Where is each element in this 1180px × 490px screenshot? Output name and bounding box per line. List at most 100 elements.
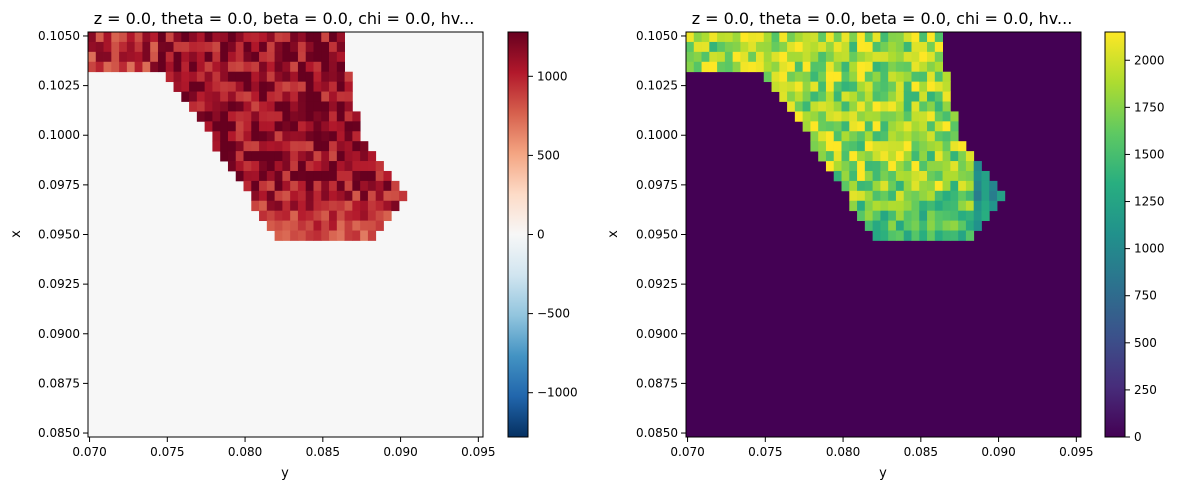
x-tick-label: 0.095 [461, 445, 495, 459]
heatmap-cell [693, 51, 702, 63]
heatmap-cell [321, 151, 330, 162]
heatmap-cell [841, 51, 850, 63]
heatmap-cell [864, 41, 874, 53]
heatmap-cell [321, 200, 330, 212]
heatmap-cell [849, 91, 858, 102]
colorbar-tick-label: 750 [1134, 289, 1157, 303]
heatmap-cell [779, 81, 788, 92]
heatmap-cell [227, 131, 237, 142]
heatmap-cell [857, 101, 866, 112]
heatmap-2 [686, 32, 1081, 437]
heatmap-cell [336, 131, 345, 142]
heatmap-cell [375, 170, 384, 182]
heatmap-cell [825, 51, 835, 63]
heatmap-cell [103, 41, 112, 53]
heatmap-cell [740, 61, 749, 73]
heatmap-cell [880, 230, 889, 241]
heatmap-cell [259, 180, 268, 192]
heatmap-cell [196, 71, 206, 83]
y-tick-label: 0.1025 [38, 79, 80, 93]
heatmap-cell [950, 141, 959, 152]
heatmap-cell [934, 170, 943, 182]
heatmap-cell [119, 51, 128, 63]
heatmap-cell [282, 41, 291, 53]
heatmap-cell [911, 101, 920, 112]
heatmap-cell [360, 141, 369, 152]
heatmap-cell [880, 121, 889, 132]
heatmap-cell [336, 71, 345, 83]
heatmap-cell [818, 71, 827, 83]
heatmap-cell [864, 121, 874, 132]
heatmap-cell [227, 111, 237, 122]
heatmap-cell [274, 51, 283, 63]
heatmap-cell [888, 200, 897, 212]
heatmap-cell [794, 41, 804, 53]
heatmap-cell [243, 71, 252, 83]
heatmap-cell [235, 121, 244, 132]
heatmap-cell [958, 200, 967, 212]
heatmap-cell [771, 51, 780, 63]
heatmap-cell [927, 190, 936, 202]
heatmap-cell [360, 210, 369, 222]
heatmap-cell [919, 141, 928, 152]
y-tick-label: 0.0925 [38, 277, 80, 291]
heatmap-cell [810, 131, 819, 142]
heatmap-cell [802, 71, 811, 83]
heatmap-cell [383, 210, 392, 222]
heatmap-cell [888, 131, 897, 142]
heatmap-cell [305, 141, 314, 152]
heatmap-cell [872, 180, 881, 192]
heatmap-cell [825, 131, 835, 142]
heatmap-cell [965, 200, 975, 212]
heatmap-cell [973, 180, 982, 192]
heatmap-cell [872, 91, 881, 102]
heatmap-cell [220, 111, 229, 122]
heatmap-cell [880, 51, 889, 63]
heatmap-cell [212, 51, 221, 63]
heatmap-cell [794, 32, 804, 43]
heatmap-cell [717, 32, 726, 43]
heatmap-cell [329, 131, 338, 142]
heatmap-cell [274, 190, 283, 202]
heatmap-cell [888, 101, 897, 112]
colorbar-1 [507, 31, 529, 438]
heatmap-cell [888, 91, 897, 102]
heatmap-cell [142, 61, 151, 73]
heatmap-cell [173, 32, 182, 43]
heatmap-cell [849, 41, 858, 53]
heatmap-cell [864, 170, 874, 182]
heatmap-cell [965, 220, 975, 231]
heatmap-cell [220, 141, 229, 152]
heatmap-cell [857, 71, 866, 83]
panel-1: z = 0.0, theta = 0.0, beta = 0.0, chi = … [9, 9, 578, 481]
heatmap-cell [911, 190, 920, 202]
heatmap-cell [864, 32, 874, 43]
heatmap-cell [888, 121, 897, 132]
heatmap-cell [329, 121, 338, 132]
heatmap-cell [305, 190, 314, 202]
heatmap-cell [911, 161, 920, 172]
heatmap-cell [266, 81, 276, 92]
heatmap-cell [251, 41, 260, 53]
heatmap-cell [895, 190, 905, 202]
heatmap-cell [857, 61, 866, 73]
heatmap-cell [934, 111, 943, 122]
heatmap-cell [849, 141, 858, 152]
y-tick-label: 0.1000 [38, 128, 80, 142]
heatmap-cell [297, 131, 307, 142]
heatmap-cell [251, 121, 260, 132]
heatmap-cell [352, 210, 361, 222]
heatmap-cell [927, 220, 936, 231]
colorbar-tick-label: −500 [537, 307, 570, 321]
heatmap-cell [841, 101, 850, 112]
heatmap-cell [259, 121, 268, 132]
heatmap-cell [872, 32, 881, 43]
heatmap-cell [911, 200, 920, 212]
y-tick-label: 0.0875 [636, 376, 678, 390]
y-tick-label: 0.0900 [636, 327, 678, 341]
heatmap-cell [111, 51, 120, 63]
chart-title-2: z = 0.0, theta = 0.0, beta = 0.0, chi = … [692, 9, 1073, 28]
y-axis-label-1: x [9, 230, 24, 238]
heatmap-cell [251, 71, 260, 83]
heatmap-cell [872, 81, 881, 92]
